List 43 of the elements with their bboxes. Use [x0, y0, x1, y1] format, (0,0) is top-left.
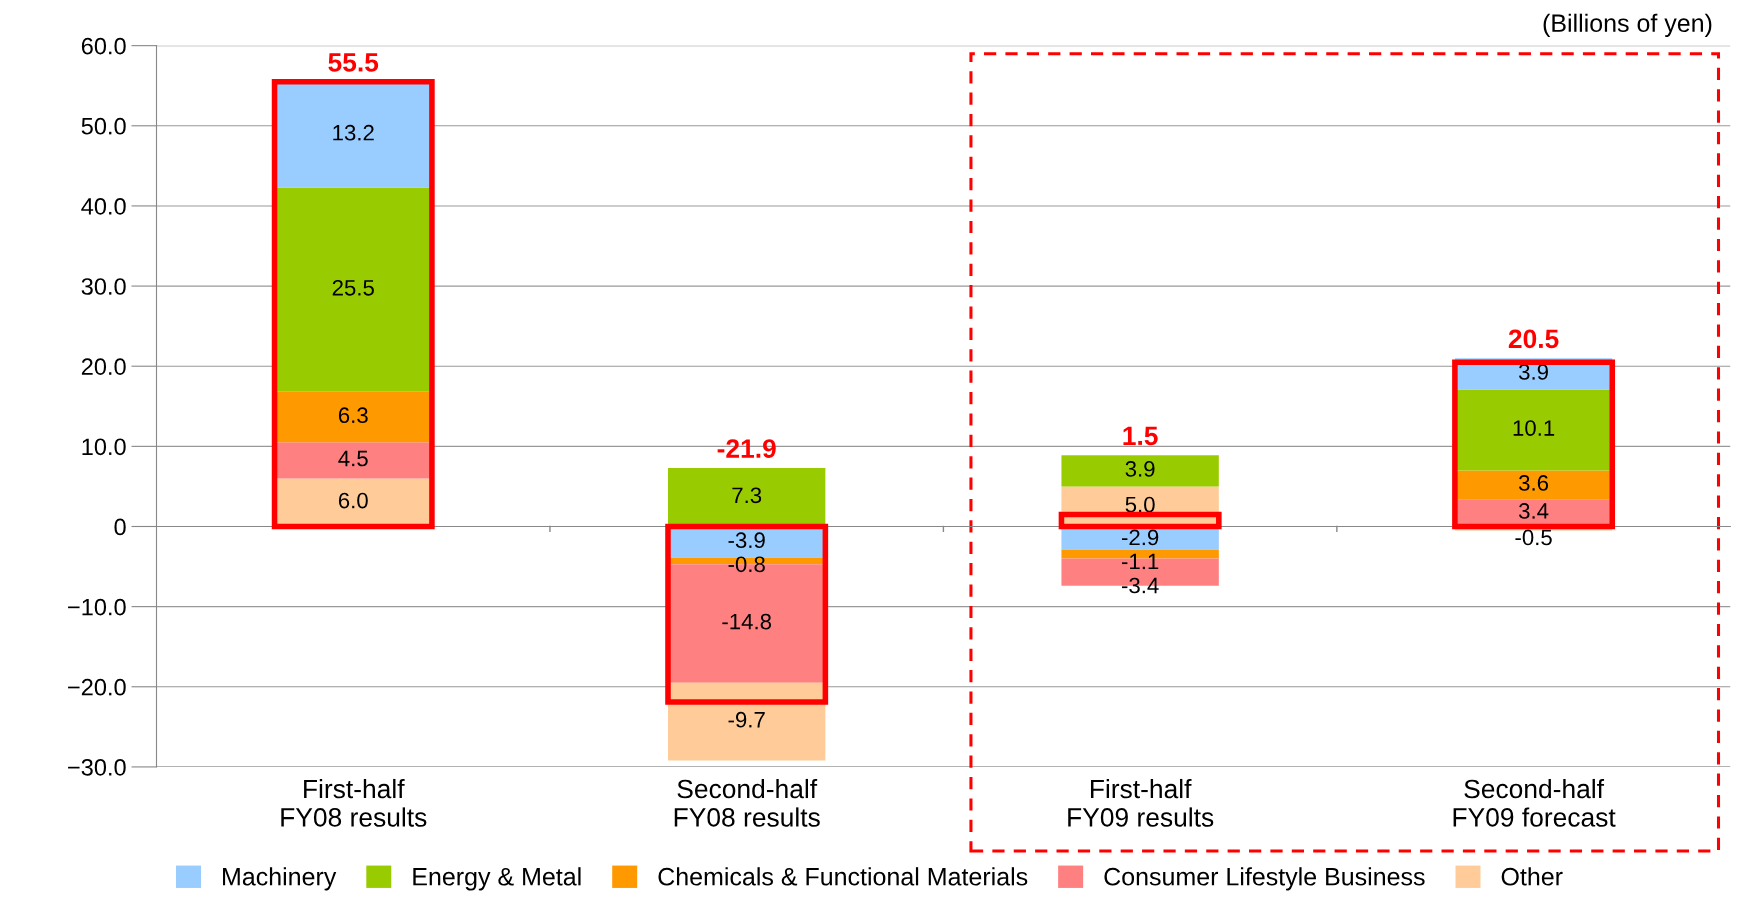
data-label: 25.5 [332, 279, 374, 296]
y-tick-label: 0 [114, 518, 126, 536]
data-label: -0.8 [728, 556, 765, 573]
data-label: 10.1 [1513, 420, 1555, 436]
x-tick-label: First-half FY08 results [281, 778, 427, 827]
legend-label: Other [1501, 867, 1563, 886]
data-label: 3.9 [1125, 461, 1155, 477]
data-label: 5.0 [1125, 496, 1155, 513]
data-label: 3.4 [1518, 503, 1549, 519]
data-label: 3.6 [1518, 475, 1549, 491]
data-label: 55.5 [328, 53, 379, 72]
data-label: 7.3 [732, 487, 762, 504]
y-tick-label: 40.0 [81, 198, 126, 215]
data-label: 6.3 [338, 407, 368, 424]
data-label: 13.2 [333, 124, 374, 141]
y-tick-label: −10.0 [68, 598, 126, 616]
data-label: 1.5 [1123, 426, 1158, 446]
x-tick-label: Second-half FY08 results [674, 778, 820, 827]
legend-label: Machinery [223, 867, 337, 891]
data-label: -0.5 [1515, 529, 1552, 546]
y-tick-label: 30.0 [81, 278, 126, 295]
data-label: -3.4 [1121, 577, 1159, 594]
y-tick-label: 60.0 [81, 37, 126, 55]
legend-label: Chemicals & Functional Materials [658, 867, 1028, 886]
text: (Billions of yen) [1543, 13, 1712, 37]
legend-label: Consumer Lifestyle Business [1104, 867, 1425, 891]
data-label: 6.0 [338, 492, 368, 509]
data-label: -21.9 [717, 439, 776, 458]
y-tick-label: 10.0 [82, 438, 126, 456]
data-label: -3.9 [728, 532, 765, 549]
y-tick-label: −20.0 [68, 678, 126, 696]
data-label: 20.5 [1508, 329, 1559, 349]
data-label: -1.1 [1121, 553, 1159, 570]
x-tick-label: First-half FY09 results [1068, 778, 1214, 827]
data-label: 4.5 [338, 450, 368, 467]
y-tick-label: −30.0 [68, 758, 126, 776]
y-tick-label: 20.0 [81, 358, 126, 375]
legend-label: Energy & Metal [413, 867, 581, 891]
data-label: -9.7 [728, 711, 765, 728]
data-label: -14.8 [722, 613, 772, 630]
data-label: -2.9 [1121, 529, 1159, 546]
y-tick-label: 50.0 [81, 117, 126, 135]
x-tick-label: Second-half FY09 forecast [1453, 778, 1616, 827]
